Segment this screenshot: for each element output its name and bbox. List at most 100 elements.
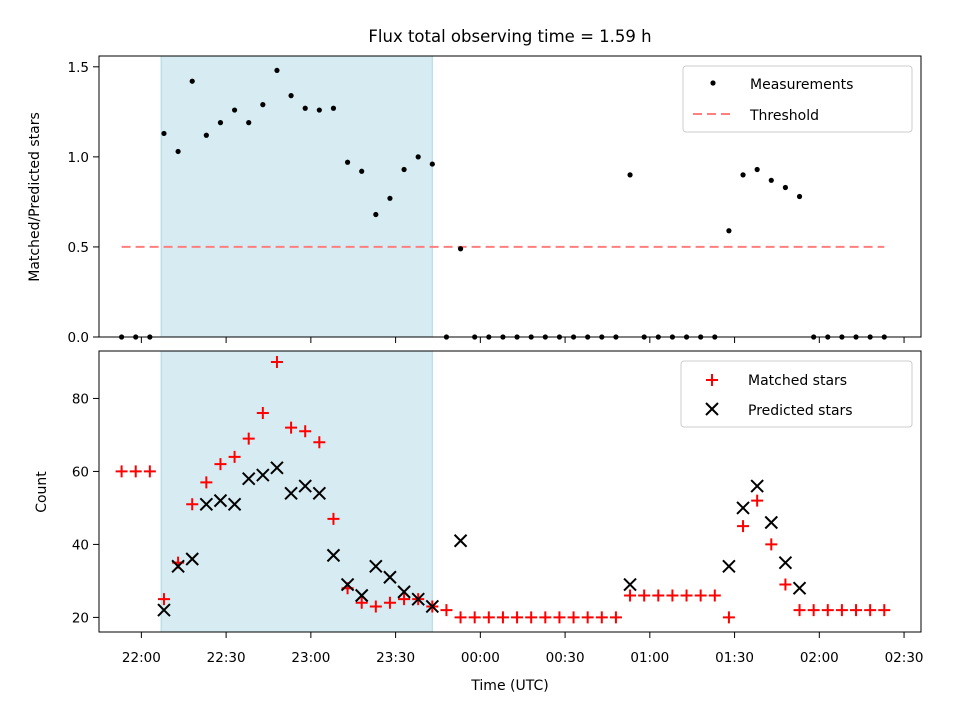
matched-star-point <box>821 604 834 617</box>
predicted-star-point <box>298 479 312 493</box>
matched-star-point <box>765 538 778 551</box>
matched-star-point <box>214 458 227 471</box>
measurement-point <box>726 228 732 234</box>
measurement-point <box>359 168 365 174</box>
matched-star-point <box>299 425 312 438</box>
measurement-point <box>373 211 379 218</box>
predicted-star-point <box>736 501 750 515</box>
predicted-star-point <box>312 486 327 501</box>
predicted-star-point <box>750 479 764 493</box>
legend-measurements-label: Measurements <box>750 77 853 93</box>
x-tick-label: 00:30 <box>546 650 585 666</box>
bottom-x-ticks: 22:00 22:30 23:00 23:30 00:00 00:30 01:00 01:30… <box>122 632 924 666</box>
matched-star-point <box>680 589 693 602</box>
predicted-star-point <box>792 581 807 595</box>
bottom-plot-frame <box>98 350 922 633</box>
measurement-point <box>401 166 407 173</box>
measurement-point <box>740 172 746 178</box>
matched-star-point <box>228 450 241 463</box>
measurement-point <box>429 161 435 167</box>
x-tick-label: 22:30 <box>207 650 246 666</box>
matched-star-point <box>609 611 622 624</box>
matched-star-point <box>567 611 580 624</box>
x-tick-label: 02:00 <box>800 650 839 666</box>
x-tick-label: 01:30 <box>715 650 754 666</box>
measurement-point <box>387 195 393 201</box>
top-y-tick-label: 0.5 <box>68 240 89 256</box>
matched-star-point <box>398 593 411 606</box>
measurement-point <box>768 177 774 183</box>
x-tick-label: 23:30 <box>376 650 415 666</box>
matched-star-point <box>694 589 707 602</box>
predicted-star-point <box>397 585 411 599</box>
top-shaded-span <box>160 55 433 338</box>
measurement-point <box>415 154 421 160</box>
matched-star-point <box>115 465 128 478</box>
measurement-points <box>118 67 887 340</box>
matched-star-point <box>525 611 538 624</box>
measurement-point <box>288 93 294 99</box>
bottom-legend-box <box>680 360 913 428</box>
bottom-y-tick-label: 40 <box>72 537 89 553</box>
matched-star-point <box>468 611 481 624</box>
predicted-star-point <box>256 468 270 482</box>
measurement-point <box>457 246 464 252</box>
predicted-star-point <box>326 548 341 563</box>
x-tick-label: 23:00 <box>291 650 330 666</box>
predicted-star-point <box>284 486 298 501</box>
bottom-shaded-span <box>160 350 433 633</box>
matched-star-point <box>850 604 863 617</box>
matched-star-point <box>157 593 170 606</box>
measurement-point <box>231 107 238 113</box>
matched-star-point <box>539 611 552 624</box>
matched-star-point <box>440 604 453 617</box>
matched-star-point <box>779 578 792 591</box>
measurement-point <box>782 184 789 191</box>
bottom-legend: Matched stars Predicted stars <box>680 360 913 428</box>
legend-predicted-label: Predicted stars <box>748 403 853 419</box>
matched-star-point <box>285 421 298 434</box>
predicted-star-point <box>157 603 171 617</box>
legend-predicted-marker <box>705 402 719 416</box>
measurement-point <box>274 67 280 74</box>
predicted-star-point <box>354 588 369 603</box>
measurement-point <box>316 107 322 113</box>
predicted-star-point <box>425 599 440 614</box>
legend-measurements-marker <box>710 80 716 86</box>
measurement-point <box>754 166 760 173</box>
measurement-point <box>627 172 633 178</box>
matched-star-point <box>313 436 326 449</box>
matched-star-point <box>256 407 269 420</box>
matched-star-point <box>595 611 608 624</box>
matched-star-point <box>383 596 396 609</box>
predicted-star-point <box>411 592 425 606</box>
measurement-point <box>203 132 209 138</box>
matched-star-point <box>708 589 721 602</box>
predicted-star-point <box>764 515 778 530</box>
chart-title: Flux total observing time = 1.59 h <box>368 27 651 46</box>
legend-matched-marker <box>706 374 718 386</box>
bottom-panel: 20 40 60 80 22:00 22:30 23:00 23:30 00:00 00:30 0… <box>34 350 924 694</box>
predicted-star-point <box>227 497 242 511</box>
predicted-star-point <box>778 555 793 570</box>
x-tick-label: 02:30 <box>885 650 924 666</box>
top-y-tick-label: 1.5 <box>68 60 89 76</box>
predicted-star-point <box>270 461 284 475</box>
x-tick-label: 22:00 <box>122 650 161 666</box>
matched-star-point <box>624 589 637 602</box>
predicted-star-point <box>185 552 199 566</box>
measurement-point <box>344 159 351 165</box>
matched-star-point <box>835 604 848 617</box>
matched-star-point <box>454 611 467 624</box>
predicted-star-point <box>171 559 185 574</box>
measurement-point <box>330 105 337 111</box>
measurement-point <box>302 105 308 111</box>
predicted-star-point <box>340 577 355 592</box>
x-tick-label: 01:00 <box>630 650 669 666</box>
matched-star-point <box>666 589 679 602</box>
predicted-star-point <box>383 570 397 584</box>
legend-matched-label: Matched stars <box>748 373 847 389</box>
matched-star-point <box>878 604 891 617</box>
matched-star-point <box>200 476 213 489</box>
